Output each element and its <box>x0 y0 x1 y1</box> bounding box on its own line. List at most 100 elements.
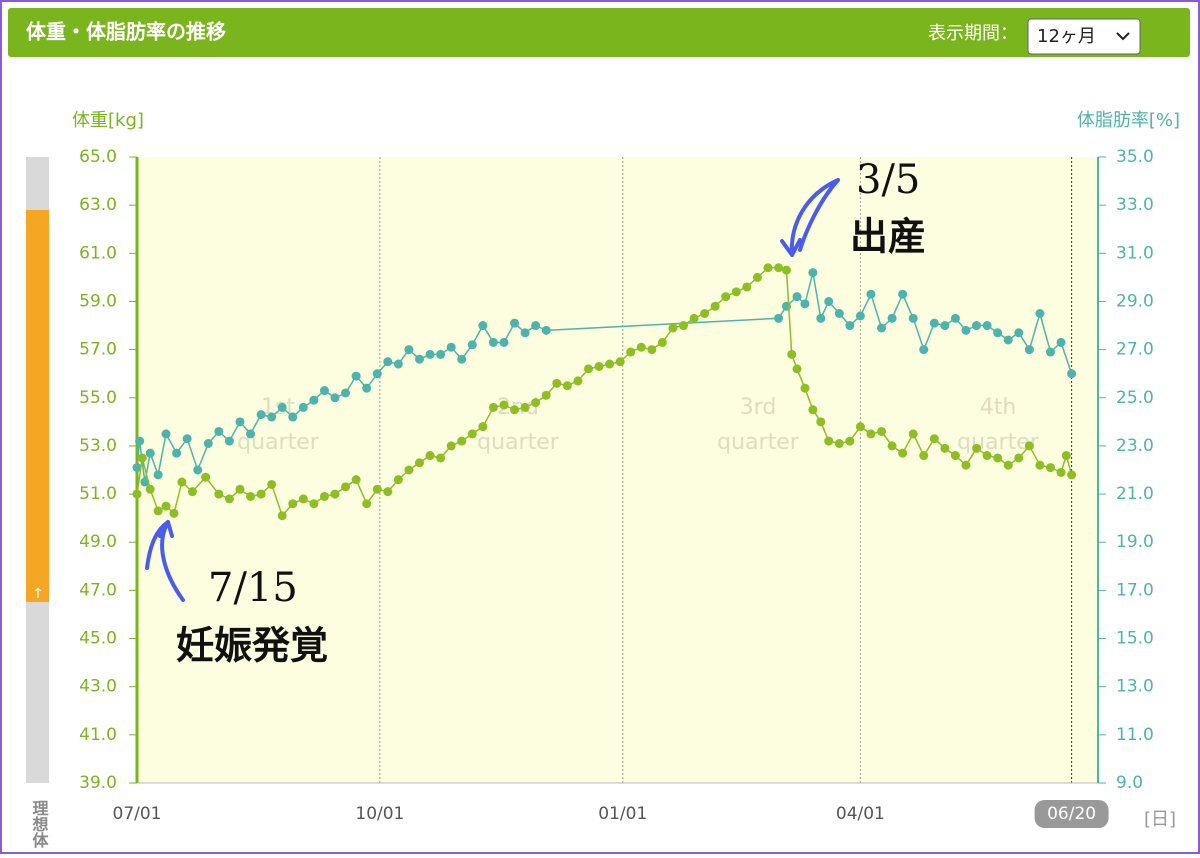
x-tick-label: 10/01 <box>355 804 404 824</box>
y-tick-label: 55.0 <box>79 388 117 408</box>
data-point <box>457 436 467 446</box>
y-tick-label: 53.0 <box>79 436 117 456</box>
data-point <box>877 426 887 436</box>
data-point <box>721 292 731 302</box>
data-point <box>731 287 741 297</box>
data-point <box>800 299 810 309</box>
y-tick-label: 49.0 <box>79 532 117 552</box>
data-point <box>135 436 145 446</box>
data-point <box>520 402 530 412</box>
data-point <box>972 443 982 453</box>
ideal-arrow: ↑ <box>32 586 44 602</box>
data-point <box>256 489 266 499</box>
quarter-label: quarter <box>717 430 800 455</box>
header-bar <box>8 8 1190 57</box>
data-point <box>288 412 298 422</box>
quarter-label: quarter <box>477 430 560 455</box>
data-point <box>834 439 844 449</box>
data-point <box>898 448 908 458</box>
y-tick-label: 57.0 <box>79 340 117 360</box>
data-point <box>446 441 456 451</box>
data-point <box>267 412 277 422</box>
select-box[interactable] <box>1027 18 1141 55</box>
y-tick-label: 39.0 <box>79 773 117 793</box>
data-point <box>1014 328 1024 338</box>
data-point <box>993 328 1003 338</box>
data-point <box>689 313 699 323</box>
data-point <box>993 453 1003 463</box>
data-point <box>742 282 752 292</box>
y2-tick-label: 29.0 <box>1116 291 1154 311</box>
data-point <box>246 429 256 439</box>
data-point <box>393 475 403 485</box>
data-point <box>172 448 182 458</box>
data-point <box>404 345 414 355</box>
data-point <box>224 436 234 446</box>
period-select[interactable]: 12ヶ月 <box>1027 18 1141 55</box>
data-point <box>341 388 351 398</box>
data-point <box>362 383 372 393</box>
data-point <box>246 491 256 501</box>
data-point <box>446 342 456 352</box>
y2-tick-label: 11.0 <box>1116 725 1154 745</box>
data-point <box>866 289 876 299</box>
data-point <box>800 383 810 393</box>
data-point <box>887 313 897 323</box>
data-point <box>1035 309 1045 318</box>
y-tick-label: 47.0 <box>79 580 117 600</box>
data-point <box>145 484 155 494</box>
data-point <box>182 434 192 444</box>
data-point <box>1035 460 1045 470</box>
data-point <box>929 318 939 328</box>
data-point <box>298 494 308 504</box>
data-point <box>961 460 971 470</box>
ideal-bar-range <box>26 210 49 602</box>
annotation-label: 出産 <box>850 215 926 259</box>
data-point <box>425 349 435 359</box>
data-point <box>351 371 361 381</box>
data-point <box>972 321 982 331</box>
x-tick-label: 07/01 <box>113 804 162 824</box>
y2-tick-label: 27.0 <box>1116 340 1154 360</box>
data-point <box>488 337 498 347</box>
data-point <box>330 489 340 499</box>
y-tick-label: 63.0 <box>79 195 117 215</box>
data-point <box>541 325 551 335</box>
data-point <box>919 345 929 355</box>
data-point <box>700 309 710 318</box>
data-point <box>319 491 329 501</box>
ideal-label: 理想体 <box>30 800 50 849</box>
y-tick-label: 61.0 <box>79 243 117 263</box>
data-point <box>203 439 213 449</box>
data-point <box>510 405 520 415</box>
data-point <box>787 349 797 359</box>
y-tick-label: 59.0 <box>79 291 117 311</box>
select-value[interactable]: 12ヶ月 <box>1037 26 1096 47</box>
y-tick-label: 45.0 <box>79 629 117 649</box>
quarter-label: 4th <box>980 395 1017 420</box>
data-point <box>1045 463 1055 473</box>
data-point <box>919 451 929 461</box>
data-point <box>224 494 234 504</box>
data-point <box>288 499 298 509</box>
data-point <box>908 313 918 323</box>
x-tick-highlight <box>1034 800 1109 828</box>
y2-axis-title: 体脂肪率[%] <box>1077 110 1180 131</box>
data-point <box>855 422 865 432</box>
data-point <box>657 337 667 347</box>
data-point <box>341 482 351 492</box>
data-point <box>393 359 403 369</box>
data-point <box>908 429 918 439</box>
select-chevron[interactable] <box>1116 32 1130 41</box>
data-point <box>834 309 844 318</box>
x-unit: [日] <box>1144 809 1176 830</box>
data-point <box>816 313 826 323</box>
data-point <box>414 354 424 364</box>
data-point <box>763 263 773 273</box>
data-point <box>214 489 224 499</box>
data-point <box>1014 453 1024 463</box>
data-point <box>319 386 329 396</box>
annotation-date: 7/15 <box>208 565 298 611</box>
data-point <box>808 405 818 415</box>
data-point <box>457 354 467 364</box>
